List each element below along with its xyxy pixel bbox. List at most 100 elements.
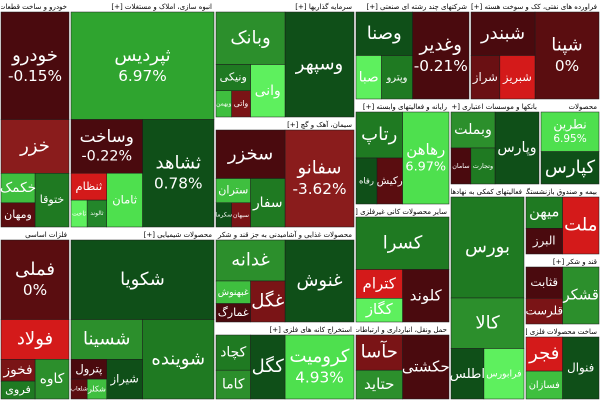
sector-header[interactable] [526, 326, 599, 337]
stock-tile[interactable] [215, 202, 232, 228]
stock-tile[interactable] [215, 334, 251, 371]
stock-tile[interactable] [355, 11, 413, 56]
stock-tile[interactable] [525, 370, 563, 400]
sector-header[interactable] [1, 1, 69, 12]
stock-tile[interactable] [215, 178, 251, 203]
sector-header[interactable] [526, 256, 599, 267]
stock-tile[interactable] [0, 239, 70, 320]
stock-tile[interactable] [0, 119, 70, 174]
stock-tile[interactable] [355, 111, 403, 159]
stock-tile[interactable] [215, 369, 251, 400]
stock-tile[interactable] [525, 196, 563, 229]
sector-header[interactable] [451, 186, 524, 197]
sector-header[interactable] [216, 324, 354, 335]
stock-tile[interactable] [355, 157, 378, 205]
stock-tile[interactable] [215, 239, 286, 282]
stock-tile[interactable] [381, 55, 413, 100]
sector-title[interactable]: انبوه سازی، املاک و مستغلات [+] [111, 3, 212, 11]
sector-header[interactable] [356, 1, 469, 12]
sector-header[interactable] [71, 229, 214, 240]
stock-tile[interactable] [142, 319, 215, 400]
stock-tile[interactable] [106, 359, 143, 400]
stock-tile[interactable] [215, 64, 251, 91]
stock-tile[interactable] [355, 55, 382, 100]
sector-title[interactable]: محصولات غذایی و آشامیدنی به جز قند و شکر… [204, 230, 352, 239]
stock-tile[interactable] [540, 111, 600, 152]
stock-tile[interactable] [106, 173, 143, 228]
stock-tile[interactable] [355, 269, 403, 299]
sector-title[interactable]: خودرو و ساخت قطعات [0, 3, 67, 11]
stock-tile[interactable] [0, 380, 36, 400]
stock-tile[interactable] [494, 111, 540, 185]
stock-tile[interactable] [0, 319, 70, 360]
stock-tile[interactable] [0, 202, 36, 228]
stock-tile[interactable] [470, 55, 501, 100]
sector-title[interactable]: قند و شکر [+] [553, 258, 597, 266]
stock-tile[interactable] [412, 11, 470, 100]
stock-tile[interactable] [70, 119, 143, 174]
sector-header[interactable] [1, 229, 69, 240]
sector-header[interactable] [451, 101, 539, 112]
stock-tile[interactable] [70, 239, 215, 320]
stock-tile[interactable] [250, 334, 286, 400]
stock-tile[interactable] [284, 11, 355, 118]
sector-title[interactable]: فعالیتهای کمکی به نهادهای مالی [+] [415, 188, 522, 196]
stock-tile[interactable] [215, 11, 286, 65]
sector-title[interactable]: حمل ونقل، انبارداری و ارتباطات [353, 326, 447, 334]
sector-title[interactable]: سرمایه گذاریها [+] [295, 2, 352, 11]
sector-title[interactable]: رایانه و فعالیتهای وابسته [+] [363, 103, 447, 111]
sector-header[interactable] [526, 186, 599, 197]
stock-tile[interactable] [70, 173, 107, 201]
stock-tile[interactable] [525, 336, 563, 372]
stock-tile[interactable] [215, 90, 232, 118]
sector-header[interactable] [356, 324, 449, 335]
sector-title[interactable]: سایر محصولات کانی غیرفلزی [+] [347, 208, 448, 216]
stock-tile[interactable] [250, 178, 286, 228]
stock-tile[interactable] [450, 111, 496, 149]
stock-tile[interactable] [355, 298, 403, 323]
stock-tile[interactable] [142, 119, 215, 228]
stock-tile[interactable] [402, 334, 450, 400]
stock-tile[interactable] [450, 348, 485, 400]
stock-tile[interactable] [70, 199, 88, 228]
sector-header[interactable] [71, 1, 214, 12]
stock-tile[interactable] [70, 11, 215, 120]
stock-tile[interactable] [215, 129, 286, 179]
stock-tile[interactable] [355, 216, 450, 270]
stock-tile[interactable] [450, 196, 525, 299]
stock-tile[interactable] [540, 151, 600, 185]
stock-tile[interactable] [70, 319, 143, 360]
stock-tile[interactable] [355, 334, 403, 371]
sector-header[interactable] [216, 1, 354, 12]
stock-tile[interactable] [376, 157, 403, 205]
stock-tile[interactable] [402, 111, 450, 205]
sector-header[interactable] [356, 101, 449, 112]
stock-tile[interactable] [525, 298, 563, 325]
sector-title[interactable]: محصولات [568, 103, 597, 111]
stock-tile[interactable] [284, 334, 355, 400]
stock-tile[interactable] [70, 378, 88, 400]
sector-title[interactable]: فلزات اساسی [25, 231, 67, 239]
stock-tile[interactable] [450, 147, 472, 185]
stock-tile[interactable] [562, 196, 600, 255]
sector-title[interactable]: بانکها و موسسات اعتباری [+] [449, 103, 537, 111]
stock-tile[interactable] [470, 11, 536, 56]
stock-tile[interactable] [250, 64, 286, 118]
sector-header[interactable] [471, 1, 599, 12]
sector-title[interactable]: بیمه و صندوق بازنشستگی [+] [507, 187, 597, 196]
sector-header[interactable] [356, 206, 449, 217]
sector-header[interactable] [541, 101, 599, 112]
sector-title[interactable]: ساخت محصولات فلزی [+] [516, 328, 597, 336]
stock-tile[interactable] [499, 55, 536, 100]
stock-tile[interactable] [284, 239, 355, 323]
sector-title[interactable]: سیمان، آهک و گچ [+] [287, 120, 352, 129]
stock-tile[interactable] [284, 129, 355, 228]
stock-tile[interactable] [525, 266, 563, 299]
stock-tile[interactable] [0, 11, 70, 120]
stock-tile[interactable] [34, 173, 70, 228]
sector-title[interactable]: فراورده های نفتی، کک و سوخت هسته [+] [471, 3, 597, 11]
sector-title[interactable]: محصولات شیمیایی [+] [144, 231, 213, 239]
stock-tile[interactable] [402, 269, 450, 323]
sector-title[interactable]: شرکتهای چند رشته ای صنعتی [+] [367, 3, 468, 11]
stock-tile[interactable] [355, 369, 403, 400]
